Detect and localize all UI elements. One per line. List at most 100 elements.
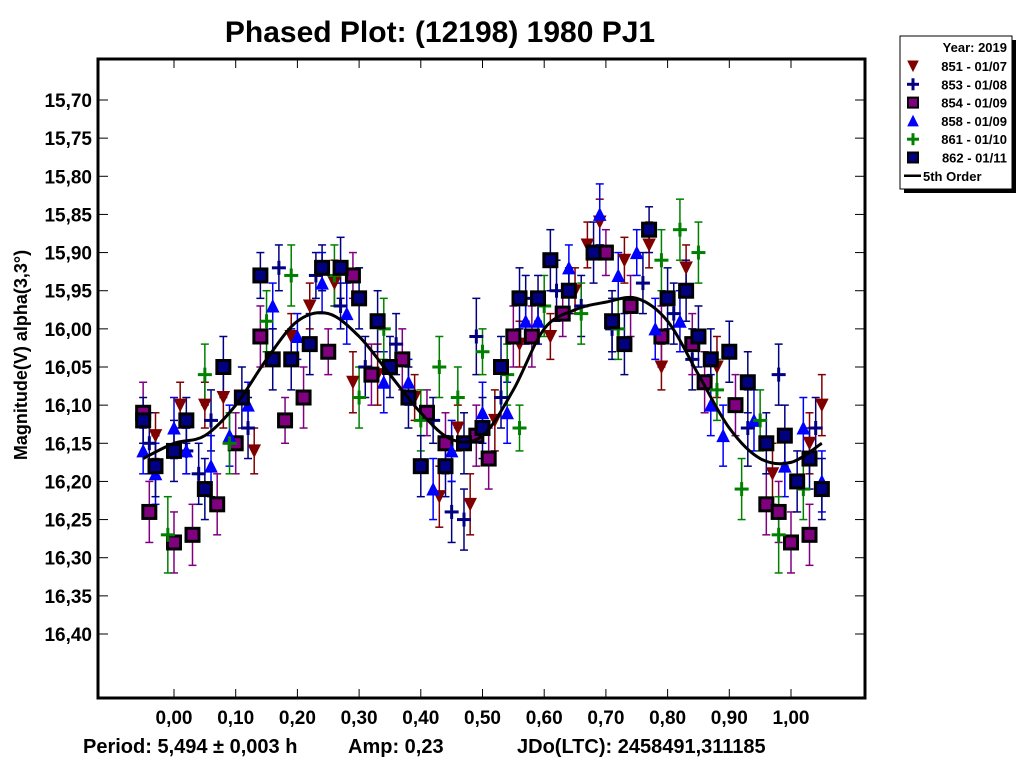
marker-plus-v xyxy=(672,306,676,321)
legend: Year: 2019 851 - 01/07 853 - 01/08 854 - 0… xyxy=(899,35,1016,193)
marker-plus-v xyxy=(339,298,343,313)
data-point xyxy=(148,429,163,443)
marker-plus-v xyxy=(740,482,744,497)
legend-label: 5th Order xyxy=(923,169,982,184)
x-tick-label: 0,30 xyxy=(341,708,378,729)
marker-square-fill xyxy=(199,484,210,495)
marker-plus-v xyxy=(265,314,269,329)
marker-square-fill xyxy=(354,293,365,304)
data-point xyxy=(753,413,768,428)
data-point xyxy=(709,382,724,397)
marker-plus-v xyxy=(911,78,915,91)
x-tick-label: 0,70 xyxy=(587,708,624,729)
marker-plus-v xyxy=(555,283,559,298)
data-point xyxy=(796,420,811,435)
data-point xyxy=(320,343,337,360)
marker-plus-v xyxy=(456,390,460,405)
data-point xyxy=(512,421,527,436)
legend-entry: 5th Order xyxy=(904,169,982,184)
marker-square-fill xyxy=(397,354,408,365)
data-point xyxy=(771,367,786,382)
legend-label: 853 - 01/08 xyxy=(941,77,1007,92)
data-point xyxy=(463,497,477,512)
marker-plus-v xyxy=(911,133,915,146)
y-tick-label: 16,00 xyxy=(44,320,92,341)
marker-square-fill xyxy=(144,506,155,517)
data-point xyxy=(666,306,681,321)
data-point xyxy=(771,527,786,542)
data-point xyxy=(500,405,514,420)
marker-square-fill xyxy=(384,362,395,372)
marker-plus-v xyxy=(166,527,170,542)
data-point xyxy=(215,359,232,375)
data-point xyxy=(642,238,656,253)
data-point xyxy=(813,481,830,498)
marker-square-fill xyxy=(421,407,432,418)
y-tick-label: 16,20 xyxy=(44,472,92,493)
data-point xyxy=(617,253,632,268)
data-point xyxy=(191,466,206,481)
data-point xyxy=(196,481,213,498)
data-point xyxy=(549,283,564,298)
y-tick-label: 15,90 xyxy=(44,244,92,265)
marker-plus-v xyxy=(289,268,293,283)
y-tick-label: 16,05 xyxy=(44,358,92,379)
marker-plus-v xyxy=(696,245,700,260)
data-point xyxy=(444,504,459,519)
marker-square-fill xyxy=(138,415,149,426)
data-point xyxy=(173,398,187,413)
error-bars xyxy=(139,183,826,574)
data-point xyxy=(302,299,317,314)
data-point xyxy=(369,313,386,330)
data-point xyxy=(691,245,706,260)
data-point xyxy=(295,389,312,406)
marker-square-fill xyxy=(563,285,574,296)
y-tick-label: 16,40 xyxy=(44,625,92,646)
data-point xyxy=(770,503,787,520)
data-point xyxy=(141,503,158,520)
legend-marker xyxy=(907,114,919,127)
data-point xyxy=(160,527,175,542)
marker-square-fill xyxy=(656,331,667,342)
marker-plus-v xyxy=(518,421,522,436)
marker-square-fill xyxy=(440,461,451,472)
marker-square-fill xyxy=(298,392,309,403)
x-tick-label: 0,00 xyxy=(156,708,193,729)
data-point xyxy=(721,343,738,360)
x-tick-label: 0,50 xyxy=(464,708,501,729)
data-point xyxy=(672,222,687,237)
marker-square-fill xyxy=(372,316,383,327)
marker-plus-v xyxy=(715,382,719,397)
fit-curve-layer xyxy=(142,295,823,466)
data-point xyxy=(209,496,226,513)
marker-square-fill xyxy=(508,331,519,342)
y-tick-label: 16,15 xyxy=(44,434,92,455)
amplitude-text: Amp: 0,23 xyxy=(348,736,444,758)
chart-title: Phased Plot: (12198) 1980 PJ1 xyxy=(225,16,655,49)
data-point xyxy=(179,443,194,458)
x-tick-label: 1,00 xyxy=(773,708,810,729)
legend-label: 851 - 01/07 xyxy=(941,59,1007,74)
data-point xyxy=(685,352,700,367)
marker-square-fill xyxy=(335,262,346,273)
marker-plus-v xyxy=(203,367,207,382)
legend-entry: 858 - 01/09 xyxy=(907,114,1007,129)
data-point xyxy=(204,413,219,428)
data-point xyxy=(222,436,237,451)
data-point xyxy=(641,221,658,238)
data-point xyxy=(530,290,547,307)
marker-square-fill xyxy=(804,529,815,540)
y-tick-label: 16,35 xyxy=(44,587,92,608)
data-point xyxy=(147,458,164,475)
marker-square-fill xyxy=(619,339,630,350)
data-point xyxy=(778,459,792,473)
legend-entry: 853 - 01/08 xyxy=(907,77,1007,92)
data-point xyxy=(702,351,719,368)
data-point xyxy=(301,336,318,353)
data-point xyxy=(450,390,465,405)
marker-plus-v xyxy=(394,337,398,352)
marker-square-fill xyxy=(526,331,537,342)
data-point xyxy=(574,306,589,321)
y-tick-label: 16,10 xyxy=(44,396,92,417)
data-point xyxy=(678,282,695,299)
